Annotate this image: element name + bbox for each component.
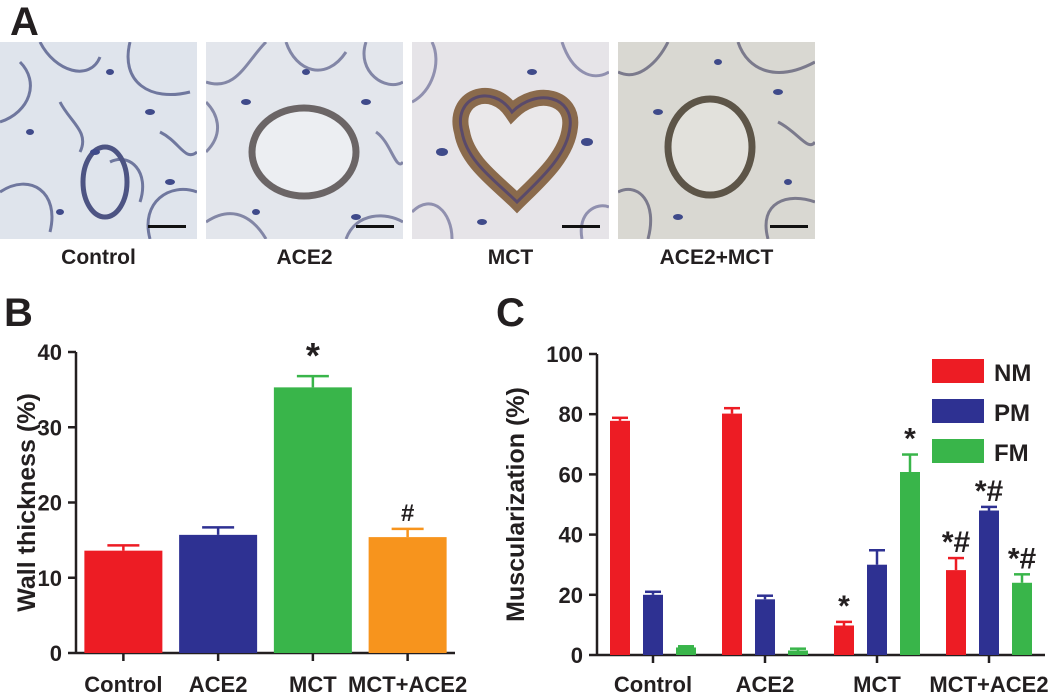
significance-marker: *# xyxy=(975,475,1004,508)
y-tick-label: 20 xyxy=(559,583,583,608)
bar-nm-mct-ace2 xyxy=(946,570,966,655)
y-tick-label: 100 xyxy=(546,342,583,367)
x-tick-label: ACE2 xyxy=(736,672,795,697)
micrograph-label-ace2: ACE2 xyxy=(276,246,333,269)
legend-swatch-pm xyxy=(932,399,984,423)
micrograph-control xyxy=(0,42,197,239)
significance-marker: # xyxy=(401,500,414,527)
legend-label-nm: NM xyxy=(994,360,1031,387)
x-tick-label: MCT+ACE2 xyxy=(929,672,1048,697)
y-tick-label: 20 xyxy=(38,491,62,516)
panel-c-label: C xyxy=(496,291,525,335)
y-tick-label: 0 xyxy=(50,641,62,666)
x-tick-label: MCT+ACE2 xyxy=(348,672,467,697)
x-tick-label: ACE2 xyxy=(189,672,248,697)
panel-a-label: A xyxy=(10,0,39,44)
significance-marker: * xyxy=(306,335,320,376)
y-axis-label: Muscularization (%) xyxy=(502,387,530,622)
y-tick-label: 80 xyxy=(559,402,583,427)
legend-swatch-fm xyxy=(932,439,984,463)
x-tick-label: Control xyxy=(84,672,162,697)
micrograph-ace2 xyxy=(206,42,403,239)
bar-pm-mct-ace2 xyxy=(979,510,999,655)
y-tick-label: 0 xyxy=(571,643,583,668)
y-tick-label: 60 xyxy=(559,462,583,487)
bar-mct xyxy=(273,387,352,653)
panel-b-label: B xyxy=(4,291,33,335)
bar-control xyxy=(84,550,163,653)
x-tick-label: Control xyxy=(614,672,692,697)
y-tick-label: 30 xyxy=(38,415,62,440)
bar-pm-control xyxy=(643,594,663,655)
significance-marker: * xyxy=(838,590,850,623)
bar-pm-mct xyxy=(867,564,887,655)
y-axis-label: Wall thickness (%) xyxy=(13,393,41,612)
bar-ace2 xyxy=(179,534,258,653)
significance-marker: * xyxy=(904,423,916,456)
micrograph-label-control: Control xyxy=(61,246,136,269)
bar-pm-ace2 xyxy=(755,599,775,655)
bar-fm-control xyxy=(676,647,696,655)
bar-nm-mct xyxy=(834,625,854,655)
legend-swatch-nm xyxy=(932,359,984,383)
bar-nm-control xyxy=(610,420,630,655)
legend-label-fm: FM xyxy=(994,440,1029,467)
bar-nm-ace2 xyxy=(722,413,742,655)
significance-marker: *# xyxy=(942,526,971,559)
legend-label-pm: PM xyxy=(994,400,1030,427)
bar-fm-mct-ace2 xyxy=(1012,582,1032,655)
micrograph-mct xyxy=(412,42,609,239)
significance-marker: *# xyxy=(1008,542,1037,575)
micrograph-ace2-mct xyxy=(618,42,815,239)
bar-fm-mct xyxy=(900,471,920,655)
x-tick-label: MCT xyxy=(289,672,337,697)
bar-fm-ace2 xyxy=(788,650,808,655)
x-tick-label: MCT xyxy=(853,672,901,697)
y-tick-label: 40 xyxy=(38,340,62,365)
micrograph-label-mct: MCT xyxy=(487,246,534,269)
bar-mct-ace2 xyxy=(368,537,447,653)
y-tick-label: 40 xyxy=(559,523,583,548)
micrograph-label-ace2-mct: ACE2+MCT xyxy=(659,246,774,269)
y-tick-label: 10 xyxy=(38,566,62,591)
